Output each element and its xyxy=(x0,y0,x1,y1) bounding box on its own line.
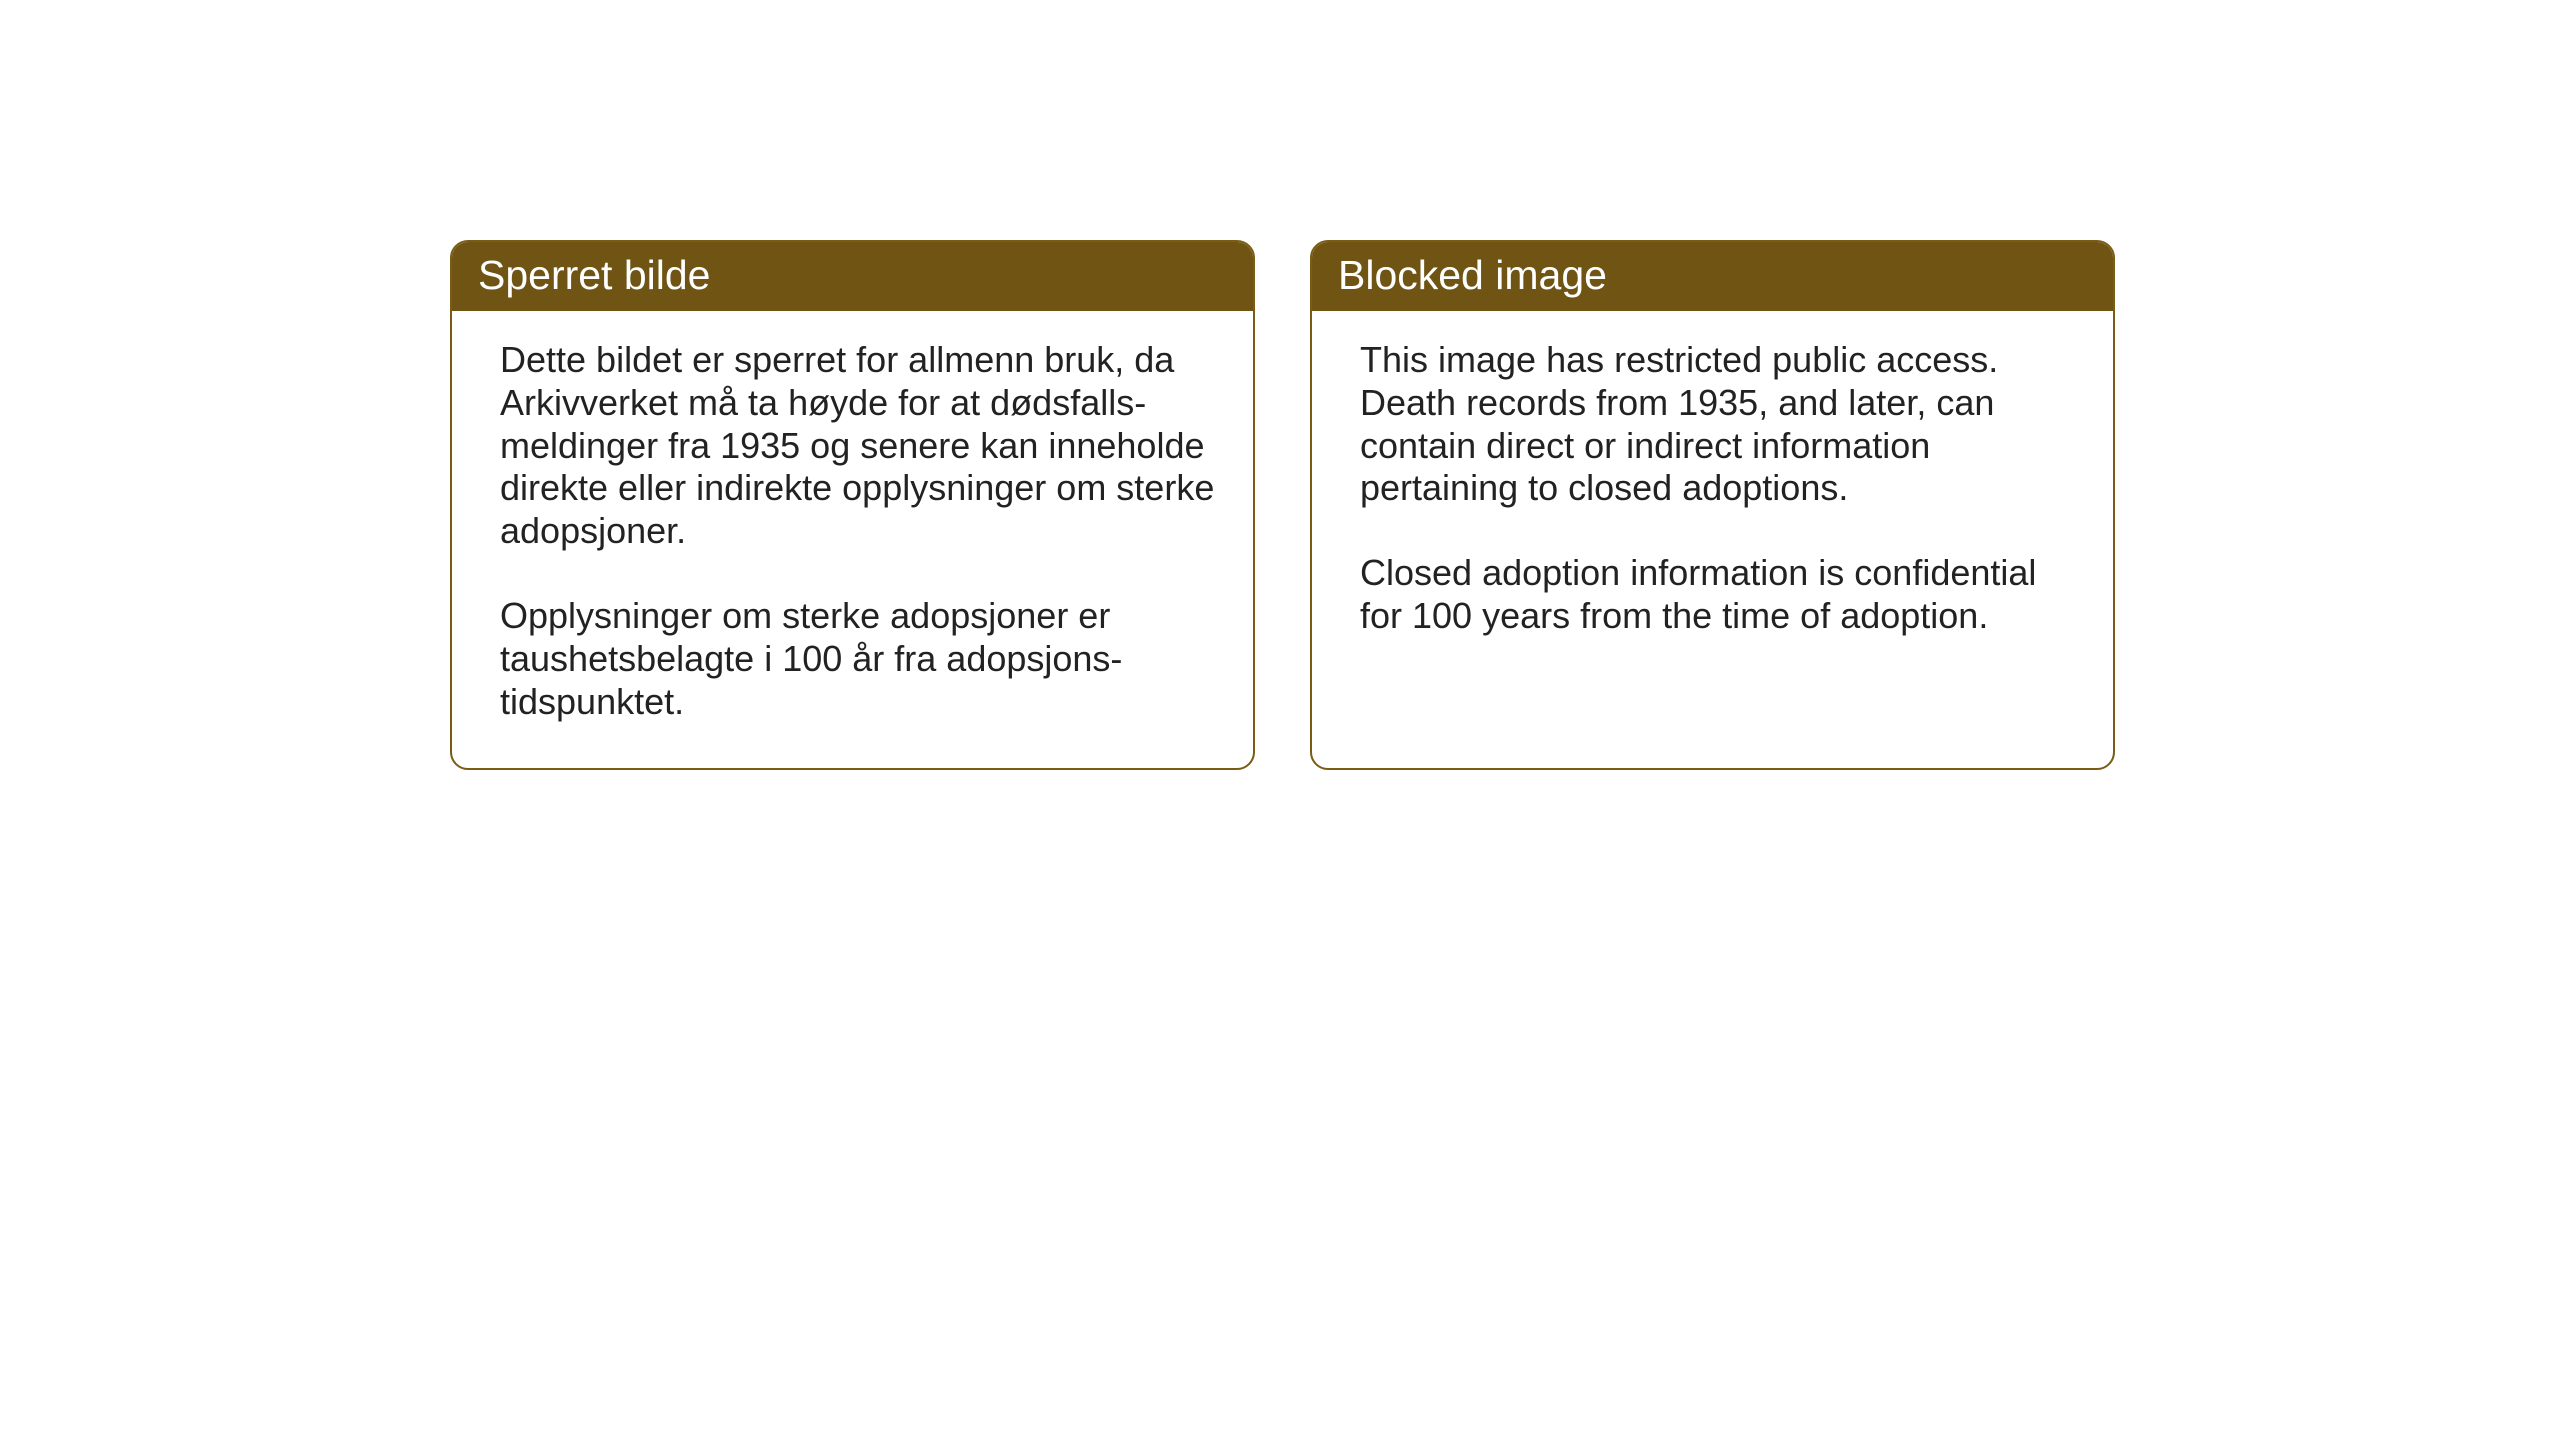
card-paragraph: Opplysninger om sterke adopsjoner er tau… xyxy=(500,595,1221,723)
card-paragraph: Closed adoption information is confident… xyxy=(1360,552,2081,638)
card-norwegian: Sperret bilde Dette bildet er sperret fo… xyxy=(450,240,1255,770)
card-title-english: Blocked image xyxy=(1338,252,1607,298)
card-english: Blocked image This image has restricted … xyxy=(1310,240,2115,770)
card-title-norwegian: Sperret bilde xyxy=(478,252,710,298)
card-header-english: Blocked image xyxy=(1312,242,2113,311)
card-body-norwegian: Dette bildet er sperret for allmenn bruk… xyxy=(452,311,1253,768)
card-paragraph: Dette bildet er sperret for allmenn bruk… xyxy=(500,339,1221,553)
cards-container: Sperret bilde Dette bildet er sperret fo… xyxy=(450,240,2115,770)
card-body-english: This image has restricted public access.… xyxy=(1312,311,2113,682)
card-paragraph: This image has restricted public access.… xyxy=(1360,339,2081,510)
card-header-norwegian: Sperret bilde xyxy=(452,242,1253,311)
